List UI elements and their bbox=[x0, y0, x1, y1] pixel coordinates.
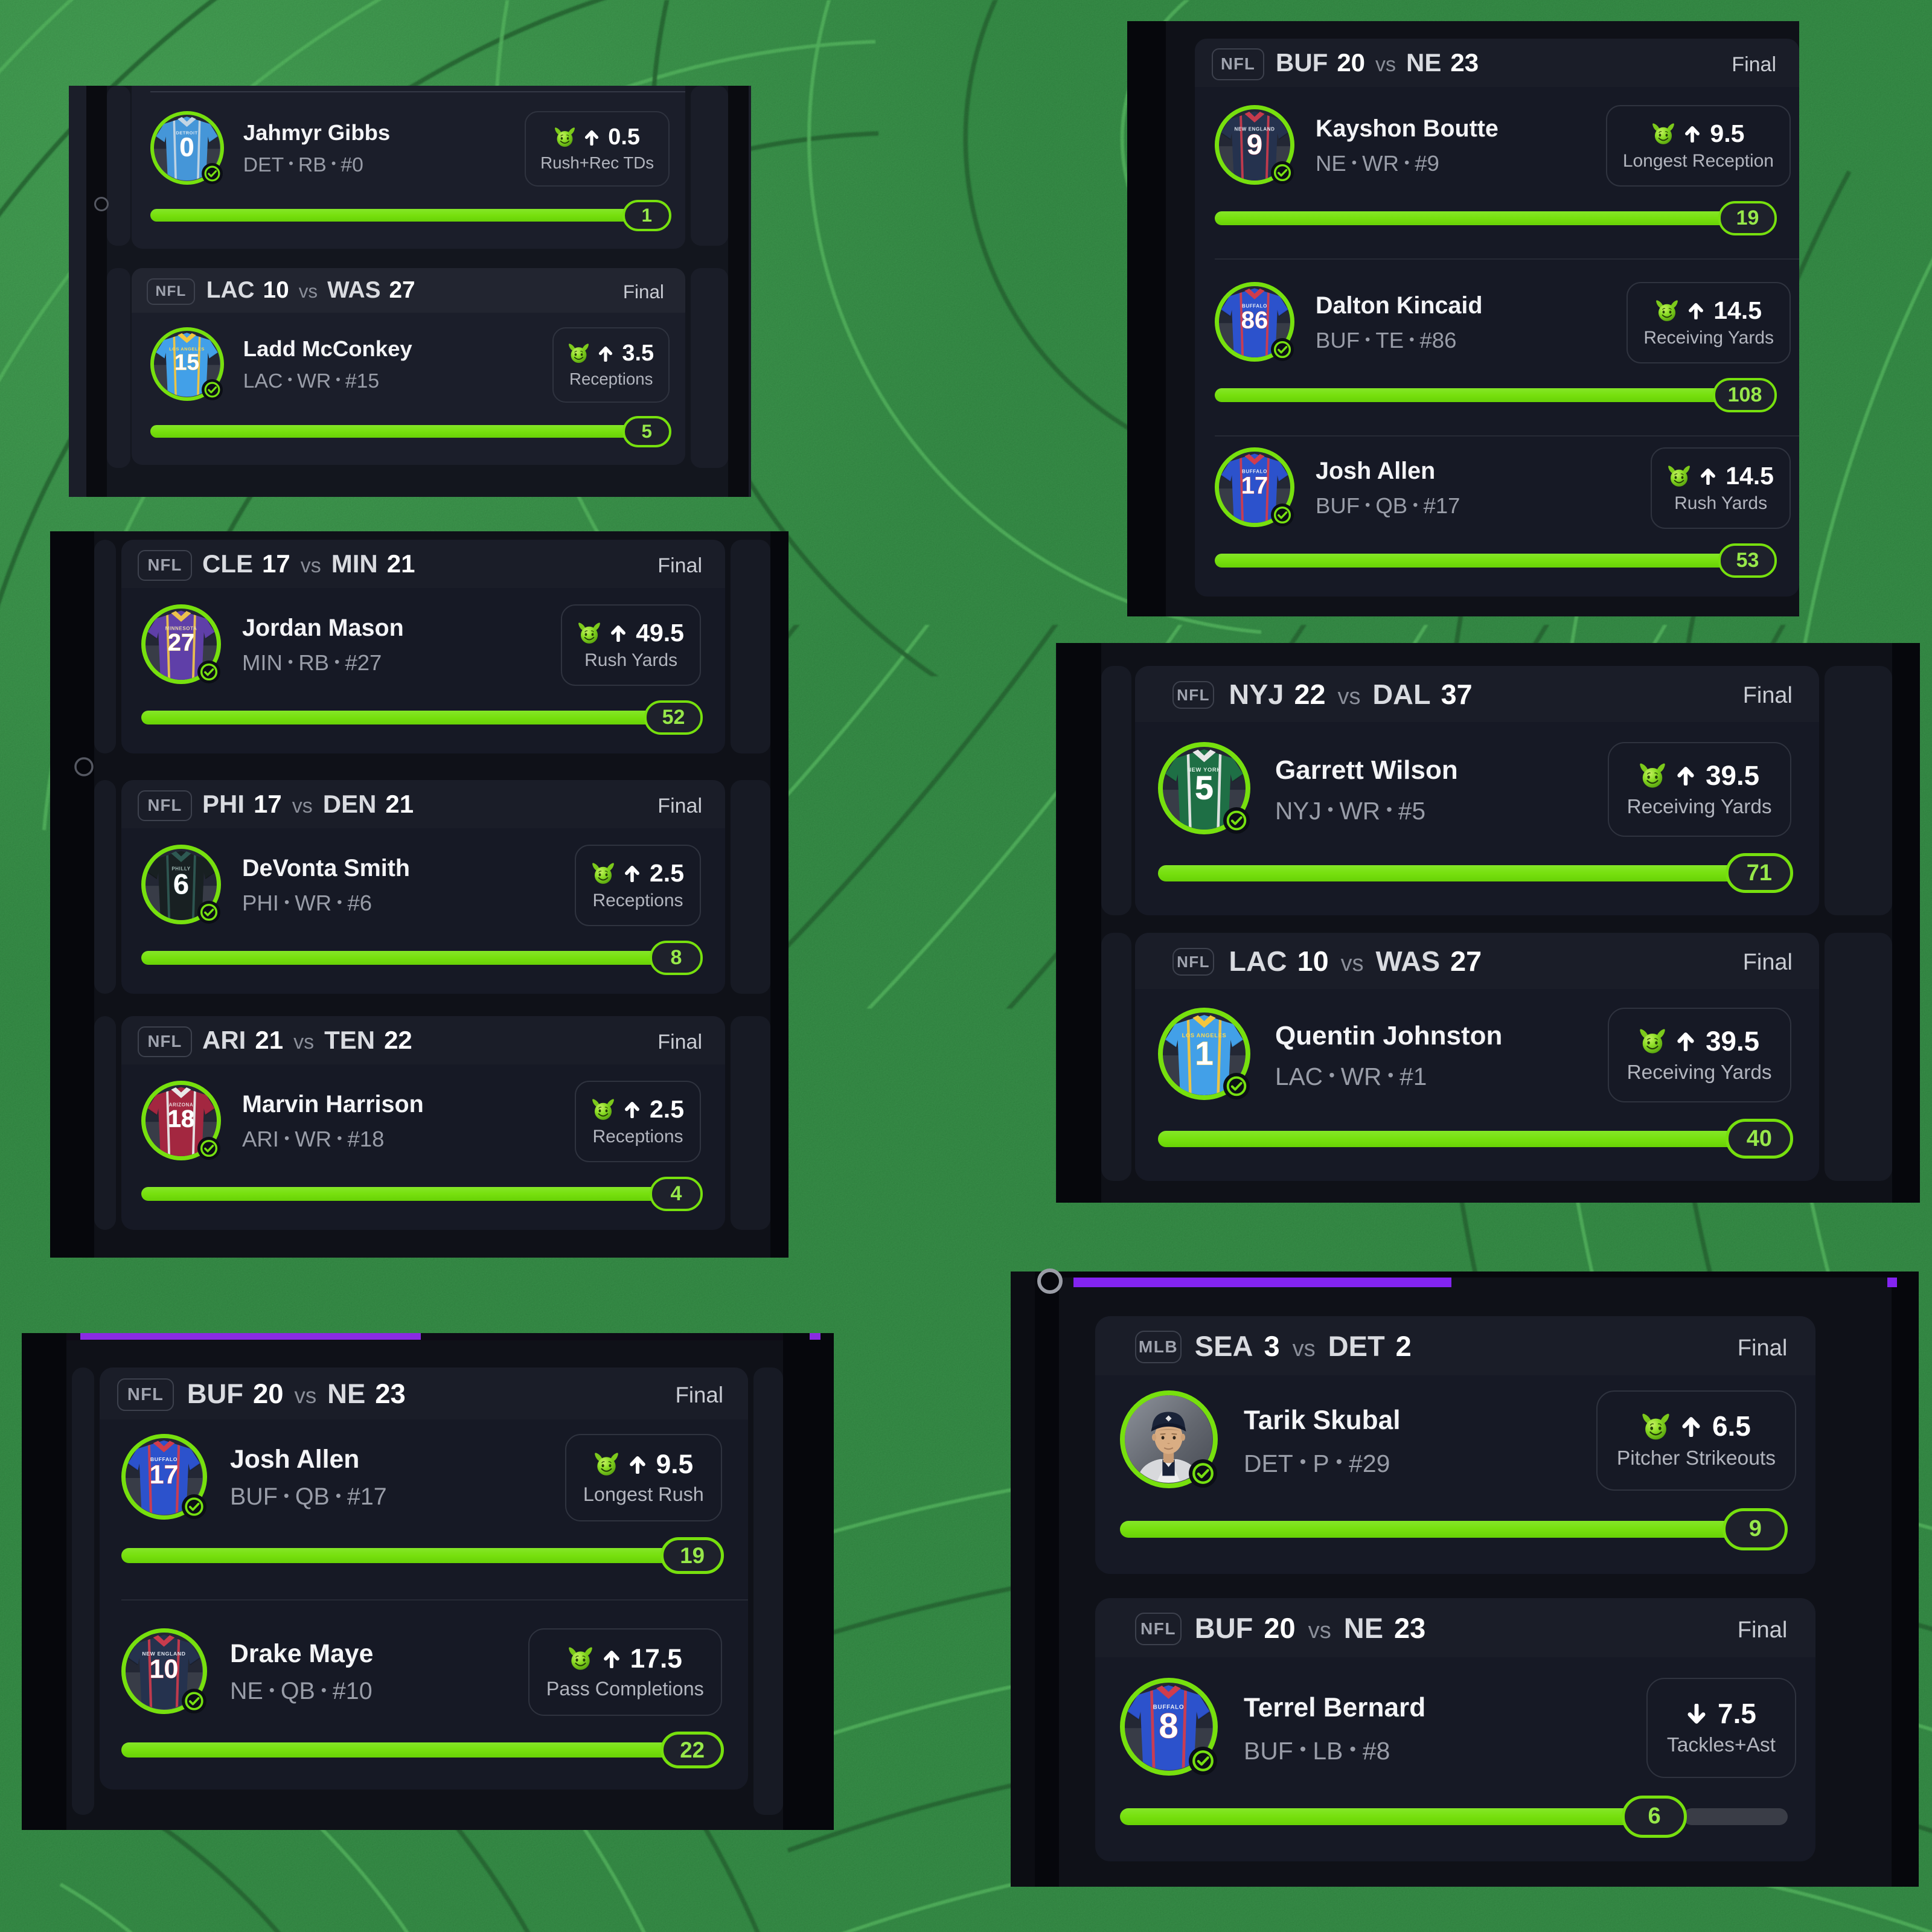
svg-text:17: 17 bbox=[1241, 472, 1268, 499]
svg-text:18: 18 bbox=[168, 1105, 195, 1133]
svg-text:17: 17 bbox=[149, 1460, 178, 1489]
svg-text:0: 0 bbox=[179, 133, 194, 162]
svg-text:9: 9 bbox=[1247, 129, 1262, 161]
svg-text:10: 10 bbox=[149, 1655, 178, 1684]
svg-text:1: 1 bbox=[1195, 1035, 1214, 1072]
svg-text:6: 6 bbox=[173, 868, 189, 900]
svg-text:8: 8 bbox=[1159, 1706, 1178, 1745]
svg-text:5: 5 bbox=[1195, 769, 1214, 807]
svg-text:86: 86 bbox=[1241, 307, 1268, 334]
svg-text:15: 15 bbox=[174, 349, 199, 374]
svg-text:27: 27 bbox=[168, 629, 195, 656]
